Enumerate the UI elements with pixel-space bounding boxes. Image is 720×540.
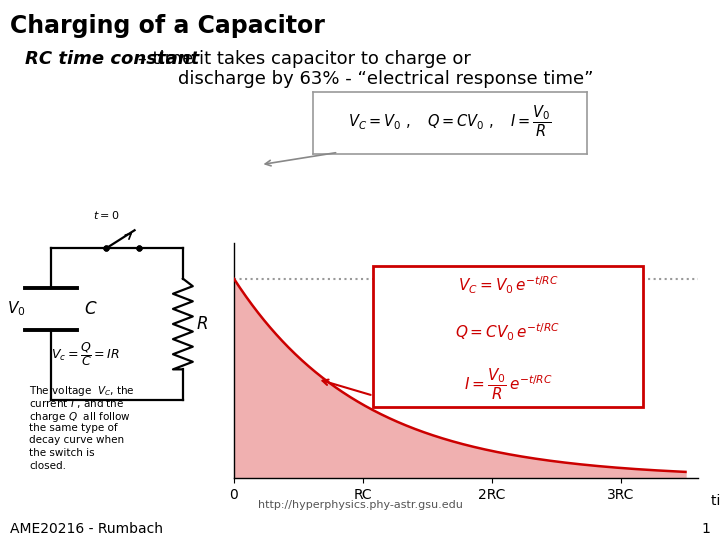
Text: $Q = CV_0\,e^{-t/RC}$: $Q = CV_0\,e^{-t/RC}$: [456, 321, 560, 343]
Text: $V_c = \dfrac{Q}{C} = IR$: $V_c = \dfrac{Q}{C} = IR$: [51, 340, 120, 368]
Text: current $I$ , and the: current $I$ , and the: [30, 397, 125, 410]
Text: $V_0$: $V_0$: [7, 300, 26, 318]
Text: $R$: $R$: [196, 315, 208, 333]
FancyBboxPatch shape: [373, 267, 643, 407]
Text: 1: 1: [701, 522, 710, 536]
Text: Charging of a Capacitor: Charging of a Capacitor: [10, 14, 325, 37]
Text: charge $Q$  all follow: charge $Q$ all follow: [30, 410, 130, 424]
Text: $I = \dfrac{V_0}{R}\,e^{-t/RC}$: $I = \dfrac{V_0}{R}\,e^{-t/RC}$: [464, 366, 552, 402]
Text: http://hyperphysics.phy-astr.gsu.edu: http://hyperphysics.phy-astr.gsu.edu: [258, 500, 462, 510]
Text: – time it takes capacitor to charge or
        discharge by 63% - “electrical re: – time it takes capacitor to charge or d…: [132, 50, 593, 89]
Text: The voltage  $V_C$, the: The voltage $V_C$, the: [30, 384, 135, 399]
Text: AME20216 - Rumbach: AME20216 - Rumbach: [10, 522, 163, 536]
Text: $C$: $C$: [84, 300, 98, 318]
Text: $t=0$: $t=0$: [93, 209, 120, 221]
Text: $V_C = V_0\ ,\quad Q = CV_0\ ,\quad I = \dfrac{V_0}{R}$: $V_C = V_0\ ,\quad Q = CV_0\ ,\quad I = …: [348, 104, 552, 139]
Text: time →: time →: [711, 494, 720, 508]
Text: RC time constant: RC time constant: [25, 50, 199, 68]
Text: closed.: closed.: [30, 461, 66, 471]
Text: the same type of: the same type of: [30, 423, 118, 433]
Text: decay curve when: decay curve when: [30, 435, 125, 445]
Text: $V_C = V_0\,e^{-t/RC}$: $V_C = V_0\,e^{-t/RC}$: [458, 274, 558, 296]
Text: the switch is: the switch is: [30, 448, 95, 458]
